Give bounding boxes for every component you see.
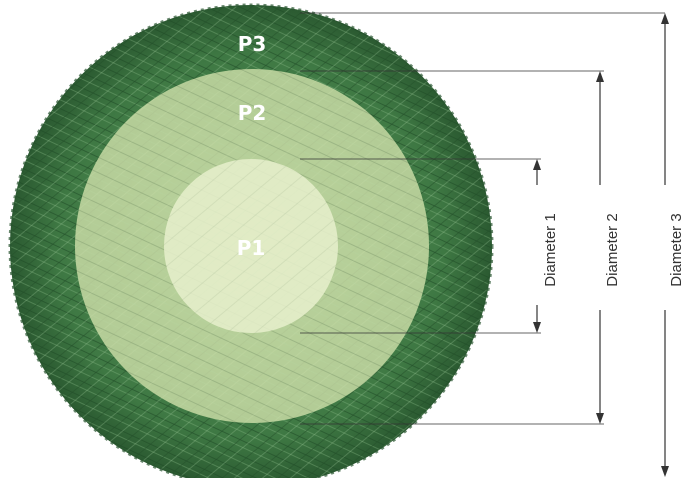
- bale-core-zone: [164, 159, 338, 333]
- diameter-3-dimension: [661, 13, 669, 477]
- zone-label-p2: P2: [238, 101, 267, 125]
- diameter-2-dimension: [596, 71, 604, 424]
- diameter-3-label: Diameter 3: [668, 213, 684, 286]
- zone-label-p1: P1: [237, 236, 266, 260]
- extension-lines: [300, 12, 665, 425]
- diameter-2-label: Diameter 2: [604, 213, 621, 286]
- diameter-1-dimension: [533, 159, 541, 333]
- diameter-1-label: Diameter 1: [542, 213, 559, 286]
- zone-label-p3: P3: [238, 32, 267, 56]
